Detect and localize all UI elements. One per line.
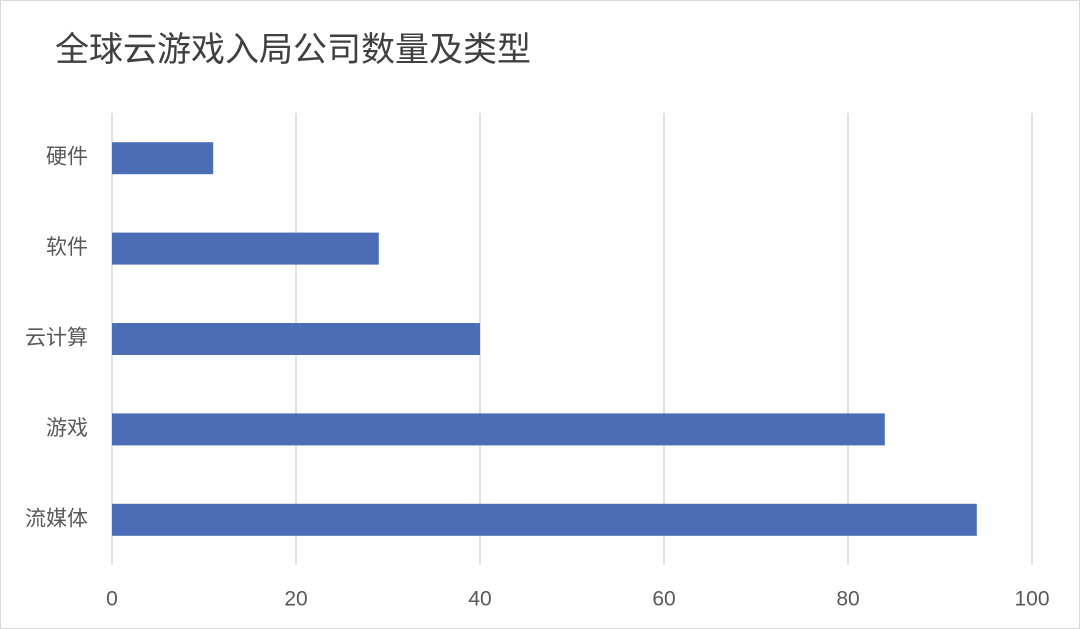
x-tick-label: 20 xyxy=(284,588,307,611)
y-tick-label: 游戏 xyxy=(46,417,88,440)
y-tick-label: 云计算 xyxy=(25,327,88,350)
x-tick-label: 60 xyxy=(652,588,675,611)
x-tick-label: 0 xyxy=(106,588,118,611)
x-tick-label: 40 xyxy=(468,588,491,611)
bar xyxy=(112,323,480,355)
chart-title: 全球云游戏入局公司数量及类型 xyxy=(55,31,531,69)
bar xyxy=(112,232,379,265)
bar xyxy=(112,413,885,446)
bar xyxy=(112,503,977,536)
bar xyxy=(112,142,214,175)
x-tick-label: 80 xyxy=(836,588,859,611)
x-tick-label: 100 xyxy=(1014,588,1049,611)
y-tick-label: 硬件 xyxy=(46,146,88,169)
y-tick-label: 流媒体 xyxy=(25,507,88,530)
y-tick-label: 软件 xyxy=(46,236,88,259)
